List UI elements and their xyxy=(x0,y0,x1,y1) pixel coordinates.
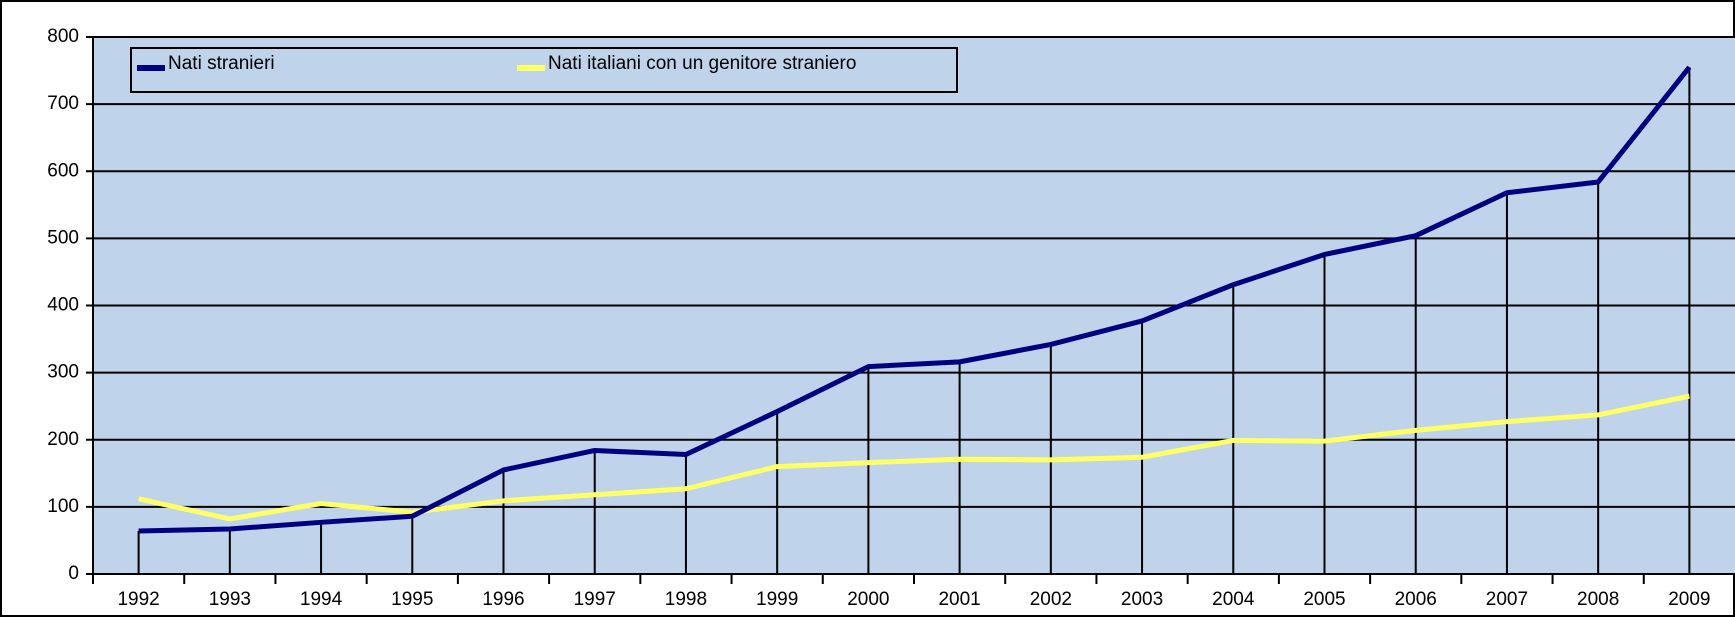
y-tick-label: 300 xyxy=(47,362,79,383)
x-tick-label: 1996 xyxy=(482,589,524,610)
x-tick-label: 1999 xyxy=(756,589,798,610)
y-tick-label: 200 xyxy=(47,429,79,450)
y-tick-label: 500 xyxy=(47,227,79,248)
y-tick-label: 700 xyxy=(47,93,79,114)
x-tick-label: 1998 xyxy=(665,589,707,610)
x-tick-label: 1994 xyxy=(300,589,343,610)
x-tick-label: 2002 xyxy=(1030,589,1072,610)
x-tick-label: 2007 xyxy=(1486,589,1528,610)
y-tick-label: 400 xyxy=(47,295,79,316)
x-tick-label: 1997 xyxy=(574,589,616,610)
y-tick-label: 600 xyxy=(47,160,79,181)
series-line xyxy=(138,393,1690,522)
y-tick-label: 0 xyxy=(68,563,79,584)
x-tick-label: 2008 xyxy=(1577,589,1619,610)
x-tick-label: 1995 xyxy=(391,589,433,610)
x-tick-label: 2009 xyxy=(1668,589,1710,610)
legend xyxy=(130,47,958,93)
x-tick-label: 1993 xyxy=(209,589,251,610)
legend-label: Nati italiani con un genitore straniero xyxy=(548,53,856,74)
x-tick-label: 2003 xyxy=(1121,589,1163,610)
x-tick-label: 1992 xyxy=(117,589,159,610)
y-tick-label: 800 xyxy=(47,26,79,47)
x-tick-label: 2005 xyxy=(1303,589,1345,610)
x-tick-label: 2001 xyxy=(938,589,980,610)
x-tick-label: 2006 xyxy=(1395,589,1437,610)
series-line xyxy=(138,65,1692,534)
legend-label: Nati stranieri xyxy=(168,53,275,74)
y-tick-label: 100 xyxy=(47,496,79,517)
x-tick-label: 2000 xyxy=(847,589,889,610)
x-tick-label: 2004 xyxy=(1212,589,1255,610)
